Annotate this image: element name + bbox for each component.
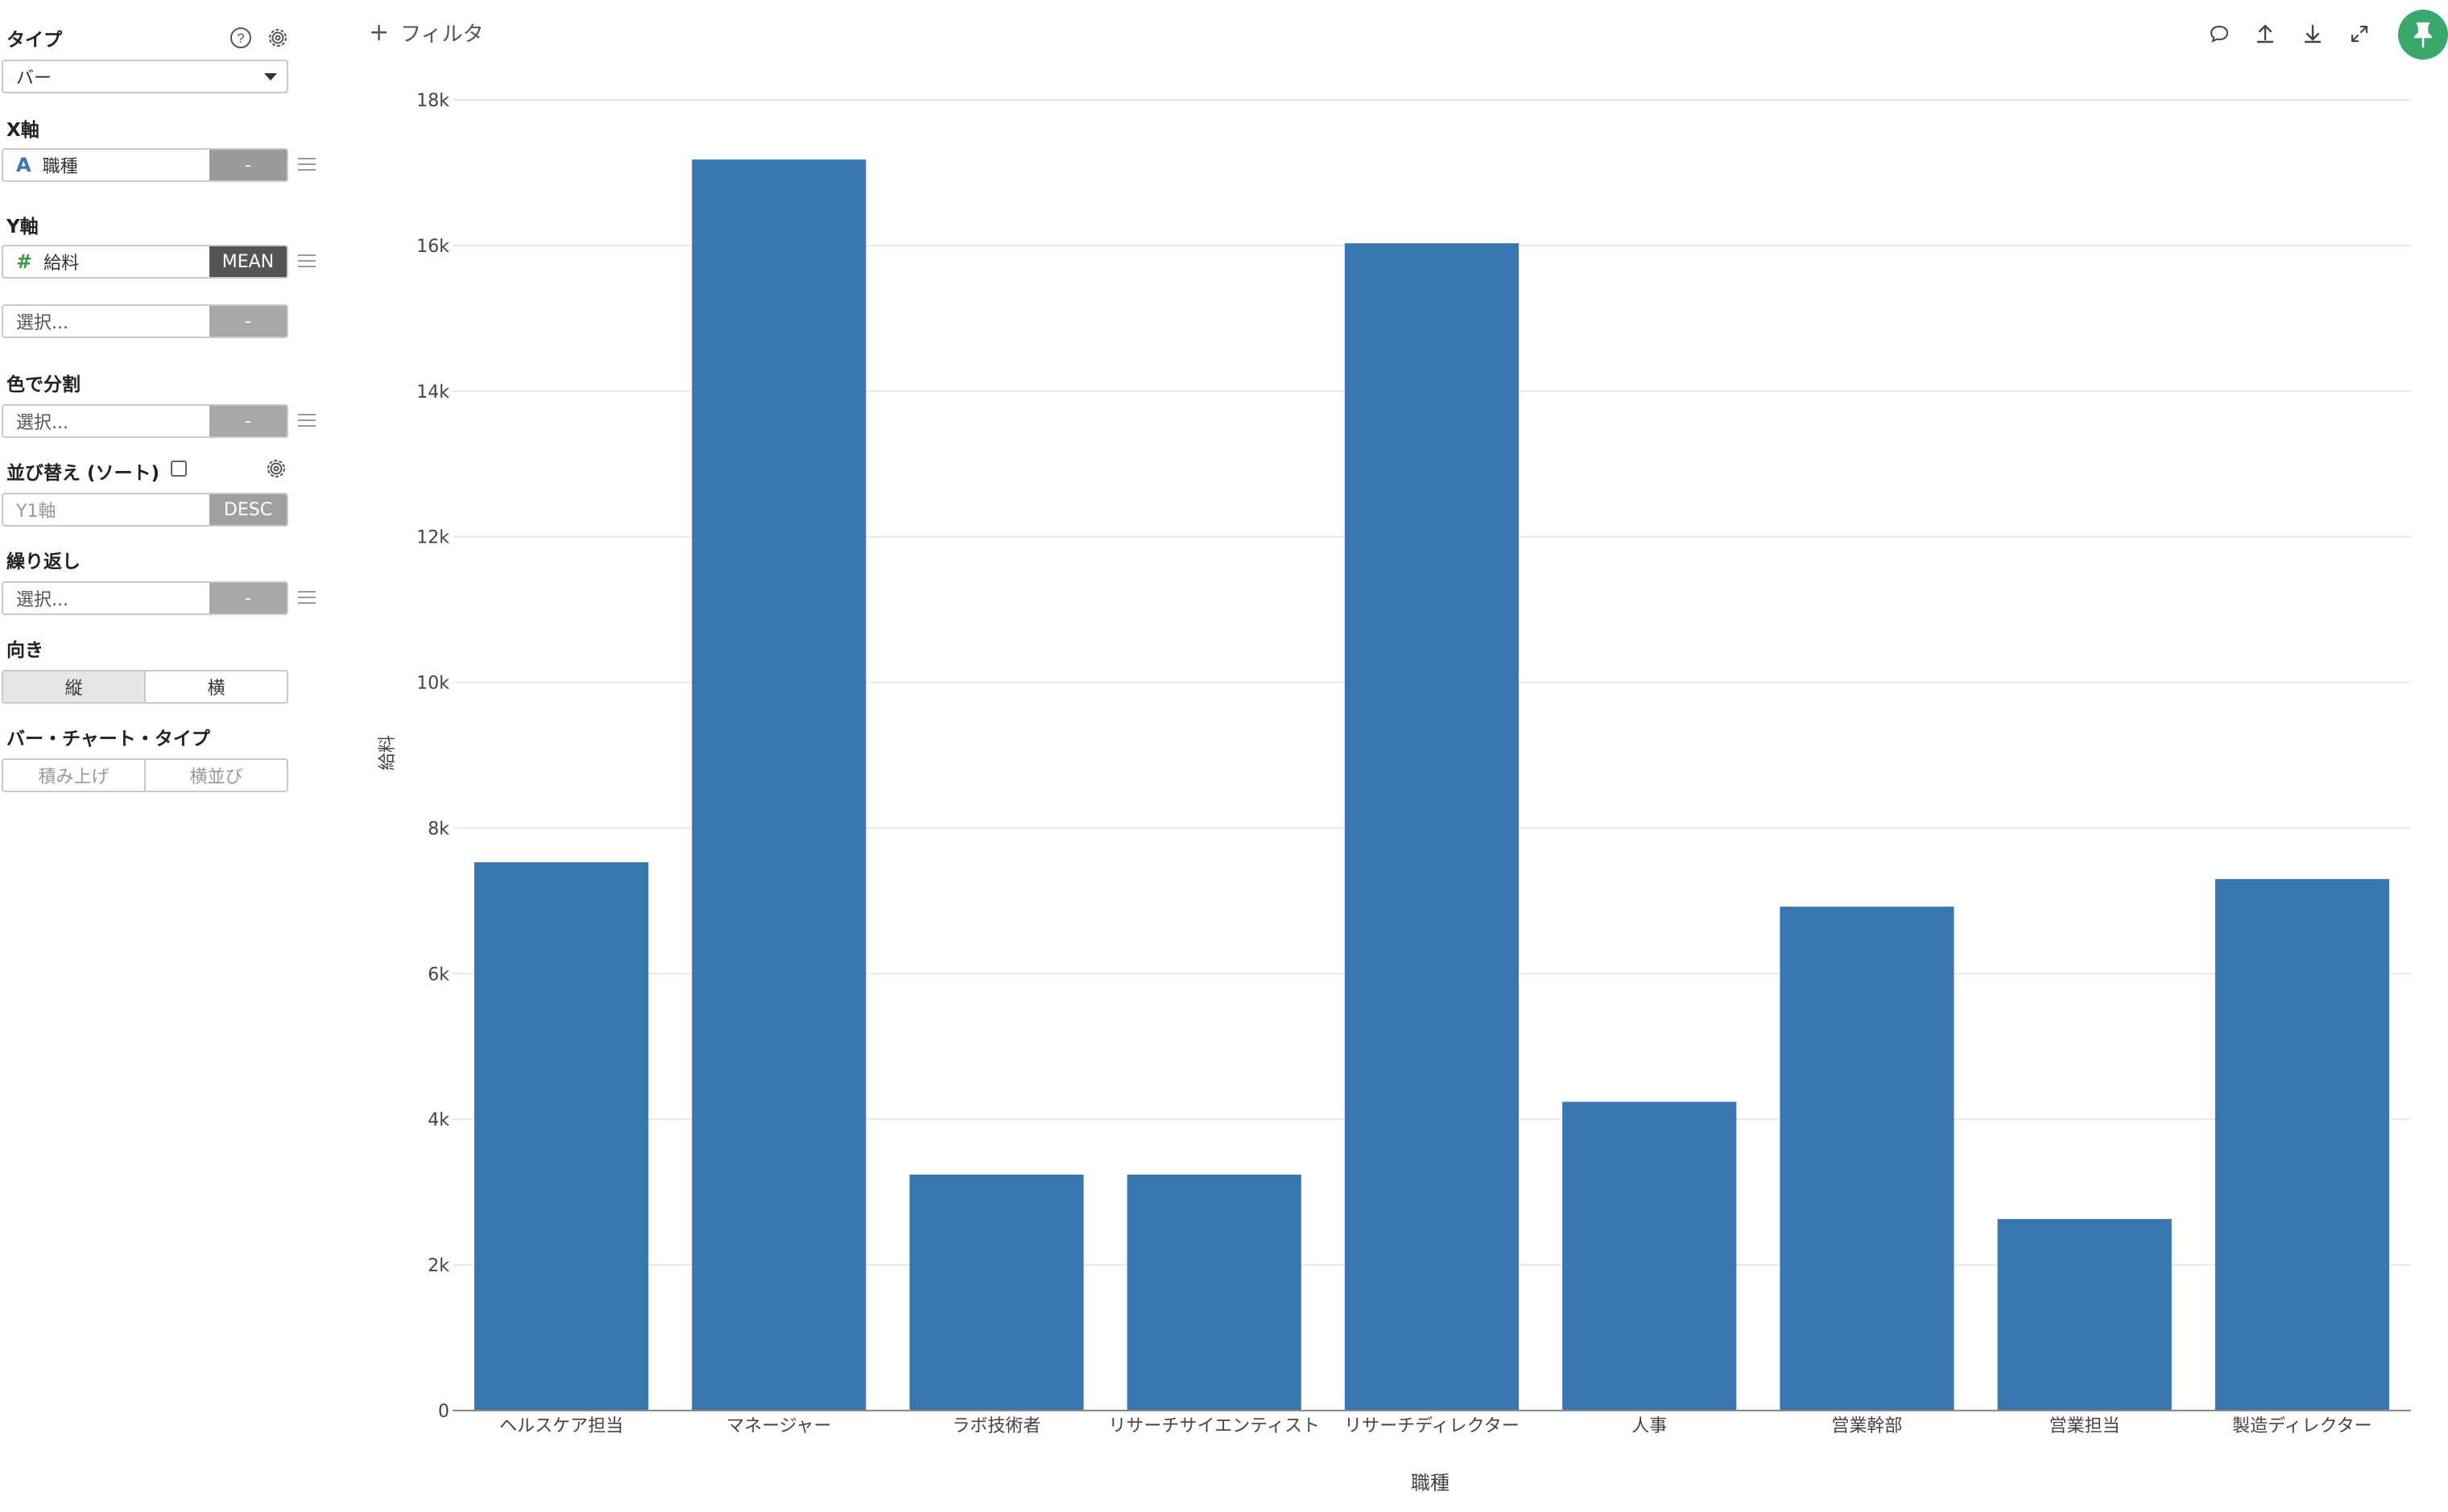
orientation-vertical-button[interactable]: 縦 [3,671,144,702]
y-tick-label: 16k [416,237,449,257]
x-axis-label: X軸 [6,120,39,141]
plus-icon: + [369,19,390,47]
text-type-icon: A [16,154,31,176]
y-tick-label: 12k [416,528,449,548]
y-tick-label: 0 [438,1402,449,1422]
expand-icon[interactable] [2345,19,2374,48]
filter-label: フィルタ [400,23,484,47]
bar[interactable] [1127,1174,1301,1411]
sort-gear-icon[interactable] [264,456,288,481]
sort-order-button[interactable]: DESC [209,494,287,525]
bar-type-label: バー・チャート・タイプ [6,729,210,750]
x-axis-title: 職種 [1411,1472,1449,1494]
svg-text:?: ? [237,31,244,46]
gear-icon[interactable] [266,26,290,50]
chart-type-value: バー [16,68,52,89]
number-type-icon: # [16,250,33,273]
color-label: 色で分割 [6,374,81,395]
bar[interactable] [1344,243,1520,1411]
sort-label: 並び替え (ソート) [6,463,160,484]
bar[interactable] [1997,1219,2172,1411]
x-tick-label: リサーチサイエンティスト [1109,1416,1320,1436]
y-axis-menu-icon[interactable] [298,254,316,267]
bar[interactable] [474,861,649,1411]
y-tick-label: 2k [428,1256,449,1276]
x-tick-label: 営業担当 [2049,1416,2120,1436]
color-aggregation-button[interactable]: - [209,406,287,436]
x-tick-label: 営業幹部 [1831,1416,1902,1436]
orientation-horizontal-button[interactable]: 横 [144,671,287,702]
y-tick-label: 8k [428,819,449,839]
x-tick-label: 製造ディレクター [2232,1416,2372,1436]
bar[interactable] [2214,878,2389,1411]
x-aggregation-button[interactable]: - [209,150,287,180]
bar-type-side-button[interactable]: 横並び [144,760,287,791]
repeat-label: 繰り返し [6,552,81,572]
x-axis-menu-icon[interactable] [298,158,316,171]
y-axis-title: 給料 [378,735,398,770]
y-aggregation-button[interactable]: MEAN [209,246,287,277]
x-tick-label: ラボ技術者 [953,1416,1041,1436]
settings-sidebar: タイプ ? バー X軸 A 職種 - Y軸 # 給料 MEAN 選択... - … [0,0,338,1512]
y-tick-label: 14k [416,382,449,403]
x-tick-label: ヘルスケア担当 [499,1416,623,1436]
chevron-down-icon [264,73,277,81]
y-tick-label: 10k [416,674,449,694]
y-tick-label: 18k [416,91,449,111]
y2-aggregation-button[interactable]: - [209,306,287,337]
type-label: タイプ [6,30,62,51]
help-icon[interactable]: ? [229,26,253,50]
x-tick-label: 人事 [1631,1416,1667,1436]
color-menu-icon[interactable] [298,414,316,427]
y-tick-label: 4k [428,1110,449,1130]
add-filter-button[interactable]: + フィルタ [369,18,484,48]
comment-icon[interactable] [2205,19,2234,48]
upload-icon[interactable] [2251,19,2280,48]
y-field-name: 給料 [43,254,80,274]
x-axis-field[interactable]: A 職種 - [2,148,288,182]
pin-button[interactable] [2398,10,2448,60]
x-tick-label: マネージャー [726,1416,831,1436]
color-field[interactable]: 選択... - [2,404,288,438]
sort-checkbox[interactable] [171,461,187,477]
bar-type-toggle: 積み上げ 横並び [2,758,288,792]
bar-type-stacked-button[interactable]: 積み上げ [38,767,110,787]
bar[interactable] [909,1174,1084,1411]
color-placeholder: 選択... [16,413,68,433]
bar[interactable] [1562,1101,1737,1411]
y-axis-field[interactable]: # 給料 MEAN [2,245,288,279]
repeat-placeholder: 選択... [16,590,68,610]
y2-axis-field[interactable]: 選択... - [2,304,288,338]
pin-icon [2413,22,2433,48]
sort-field-placeholder: Y1軸 [16,502,56,522]
orientation-toggle: 縦 横 [2,670,288,704]
orientation-label: 向き [6,640,43,661]
repeat-aggregation-button[interactable]: - [209,583,287,613]
x-tick-label: リサーチディレクター [1344,1416,1520,1436]
repeat-menu-icon[interactable] [298,591,316,604]
x-field-name: 職種 [42,157,78,177]
y-tick-label: 6k [428,965,449,985]
chart-type-select[interactable]: バー [2,60,288,93]
y-axis-label: Y軸 [6,217,39,238]
bar[interactable] [1780,907,1954,1411]
y2-placeholder: 選択... [16,313,68,333]
download-icon[interactable] [2298,19,2327,48]
repeat-field[interactable]: 選択... - [2,581,288,615]
bar[interactable] [692,159,866,1411]
sort-field[interactable]: Y1軸 DESC [2,493,288,527]
